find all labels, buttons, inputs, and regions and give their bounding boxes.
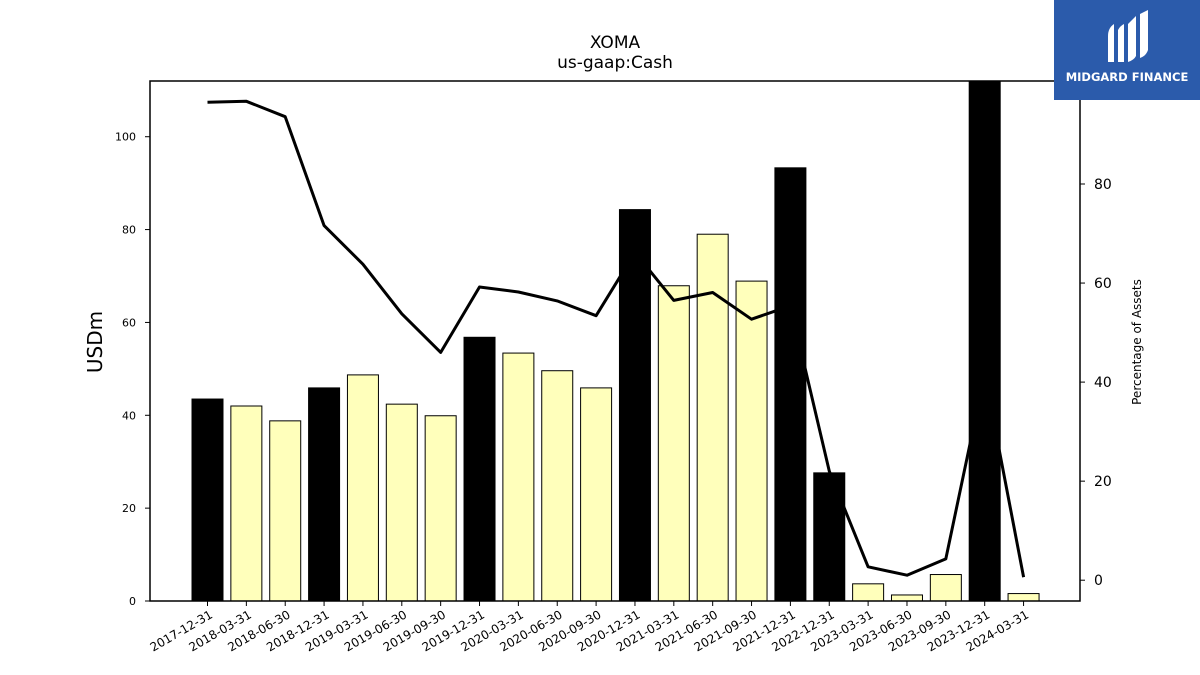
bar-2019-12-31 [463,336,496,602]
x-axis-ticks: 2017-12-312018-03-312018-06-302018-12-31… [148,601,1031,654]
logo-text: MIDGARD FINANCE [1066,70,1189,84]
plot-frame [149,80,1081,602]
y2-tick-label: 60 [1094,276,1112,292]
bar-2023-12-31 [968,80,1001,602]
y-tick-label: 80 [122,224,136,237]
bar-2022-12-31 [813,472,846,602]
bar-2021-09-30 [735,280,768,602]
bar-2021-06-30 [696,233,729,602]
bar-2018-03-31 [230,405,263,602]
logo-mark-icon [1108,10,1148,62]
bar-2017-12-31 [191,398,224,602]
y2-tick-label: 80 [1094,177,1112,193]
bar-2019-09-30 [424,415,457,602]
chart-title: XOMA [590,33,641,53]
bar-2020-06-30 [541,370,574,602]
logo-background [1054,0,1200,100]
y2-axis-label: Percentage of Assets [1130,279,1144,405]
bar-2019-06-30 [385,403,418,602]
bar-2020-03-31 [502,352,535,602]
line-series [207,99,1026,578]
midgard-finance-logo: MIDGARD FINANCE [1054,0,1200,100]
bar-2020-12-31 [618,209,651,602]
y-tick-label: 20 [122,502,136,515]
bar-2023-06-30 [890,594,923,602]
y-tick-label: 100 [115,131,136,144]
bar-2021-03-31 [657,285,690,602]
bar-series [191,80,1040,602]
bar-2020-09-30 [580,387,613,602]
y-axis-label: USDm [83,311,107,373]
bar-2019-03-31 [346,374,379,602]
y-tick-label: 60 [122,316,136,329]
left-axis-ticks: 0 20 40 60 80 100 [115,131,150,608]
bar-2021-12-31 [774,167,807,602]
y-tick-label: 40 [122,409,136,422]
bar-2023-03-31 [852,583,885,602]
bar-2018-06-30 [269,420,302,602]
bar-2023-09-30 [929,574,962,602]
y-tick-label: 0 [129,595,136,608]
percentage-line [207,99,1026,578]
bar-2024-03-31 [1007,593,1040,602]
bar-2018-12-31 [308,387,341,602]
y2-tick-label: 0 [1094,573,1103,589]
y2-tick-label: 40 [1094,375,1112,391]
right-axis-ticks: 0 20 40 60 80 [1080,177,1112,589]
chart-subtitle: us-gaap:Cash [557,53,673,73]
y2-tick-label: 20 [1094,474,1112,490]
